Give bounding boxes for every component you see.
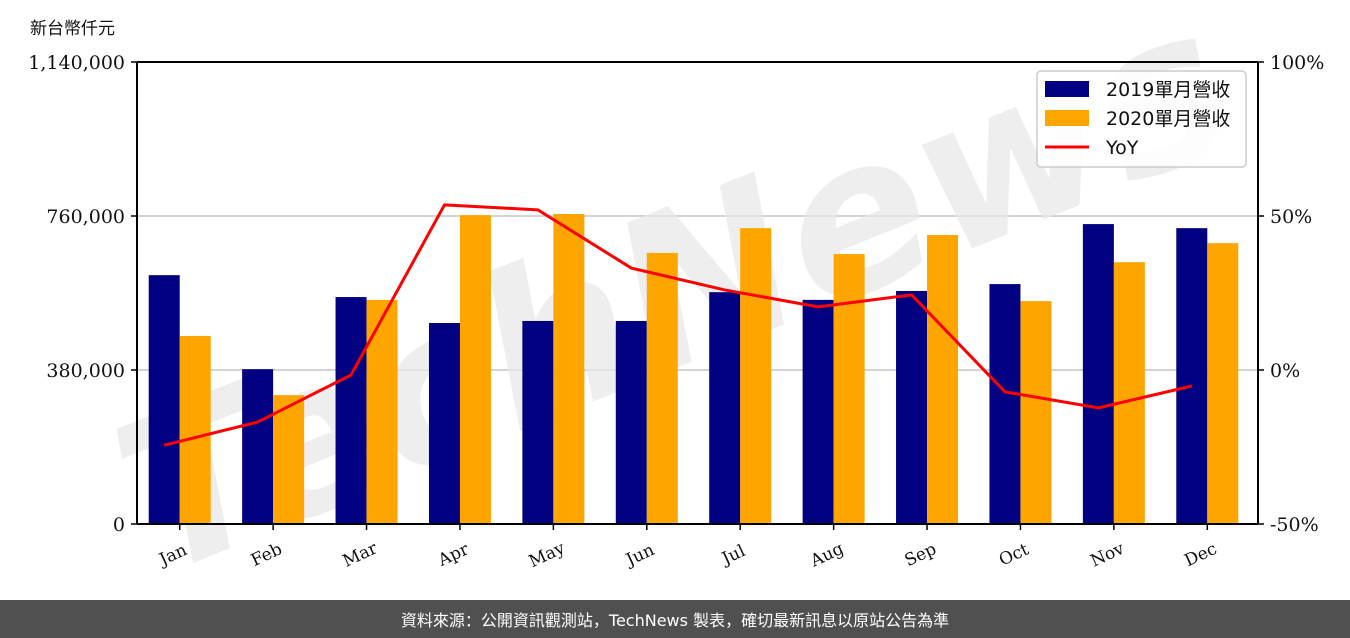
- bar-2019: [242, 369, 274, 524]
- yoy-line: [163, 203, 1193, 447]
- x-tick-label: Nov: [1087, 539, 1127, 572]
- x-tick-label: Apr: [434, 539, 473, 571]
- bar-2020: [927, 235, 959, 524]
- y-tick-label: 0: [113, 514, 125, 536]
- x-tick-label: May: [526, 538, 568, 572]
- bar-2020: [833, 254, 865, 525]
- x-tick-label: Sep: [902, 539, 940, 571]
- y-tick-label: 760,000: [46, 206, 125, 228]
- bar-2019: [1082, 224, 1114, 524]
- y-axis-unit-label: 新台幣仟元: [30, 19, 115, 39]
- y2-tick-label: 100%: [1270, 52, 1324, 74]
- legend-label: 2019單月營收: [1106, 79, 1230, 101]
- bar-2019: [522, 320, 554, 524]
- bar-2019: [335, 297, 367, 524]
- x-tick-label: Jun: [621, 540, 657, 571]
- y2-tick-label: 0%: [1270, 360, 1300, 382]
- legend-label: YoY: [1105, 137, 1139, 159]
- x-tick-label: Dec: [1182, 539, 1221, 571]
- bar-2020: [459, 215, 491, 525]
- bar-2020: [553, 213, 585, 524]
- bar-2019: [148, 275, 180, 524]
- y2-tick-label: -50%: [1270, 514, 1319, 536]
- legend-box: [1036, 70, 1247, 168]
- revenue-chart: TechNewsJanFebMarAprMayJunJulAugSepOctNo…: [28, 0, 1324, 600]
- y-tick-label: 1,140,000: [28, 52, 125, 74]
- bar-2019: [615, 320, 647, 524]
- x-tick-label: Oct: [996, 540, 1032, 571]
- bar-2019: [709, 292, 741, 524]
- bar-2020: [740, 228, 772, 524]
- bar-2020: [1020, 301, 1052, 524]
- bar-2020: [273, 395, 305, 524]
- bar-2019: [1176, 228, 1208, 524]
- bar-2020: [179, 335, 211, 524]
- bar-2019: [896, 290, 928, 524]
- bar-2019: [428, 322, 460, 524]
- bar-2019: [989, 284, 1021, 524]
- bar-2020: [646, 252, 678, 524]
- x-tick-label: Jul: [717, 541, 748, 570]
- legend-label: 2020單月營收: [1106, 108, 1230, 130]
- legend-swatch-2019: [1045, 81, 1089, 97]
- bar-2019: [802, 299, 834, 524]
- legend-swatch-2020: [1045, 110, 1089, 126]
- bar-2020: [366, 299, 398, 524]
- y2-tick-label: 50%: [1270, 206, 1312, 228]
- source-footer: 資料來源：公開資訊觀測站，TechNews 製表，確切最新訊息以原站公告為準: [0, 600, 1350, 638]
- bar-2020: [1207, 243, 1239, 524]
- x-tick-label: Aug: [807, 539, 847, 572]
- y-tick-label: 380,000: [46, 360, 125, 382]
- bar-2020: [1113, 262, 1145, 524]
